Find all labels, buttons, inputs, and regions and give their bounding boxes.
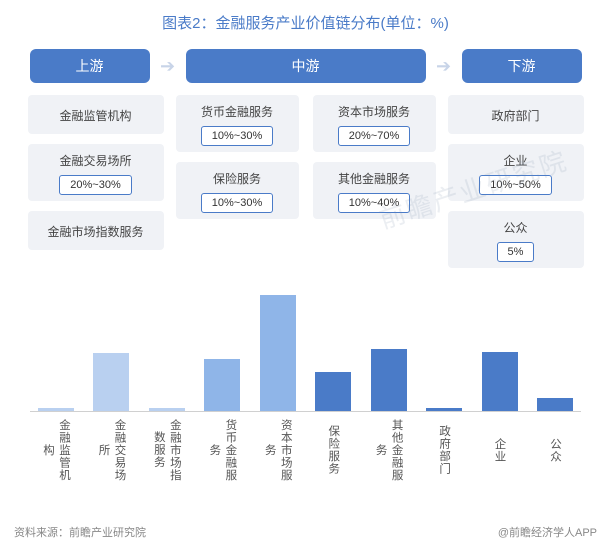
value-chain-card: 政府部门	[448, 95, 584, 134]
card-label: 金融监管机构	[34, 103, 158, 128]
card-label: 企业	[454, 152, 578, 169]
chart-category-label: 货币金融服务	[200, 416, 244, 484]
banner-midstream: 中游	[186, 49, 426, 83]
value-chain-card: 企业 10%~50%	[448, 144, 584, 201]
columns-container: 金融监管机构金融交易场所 20%~30% 金融市场指数服务 货币金融服务 10%~30…	[0, 95, 611, 268]
banner-row: 上游 ➔ 中游 ➔ 下游	[0, 49, 611, 83]
footer-source: 资料来源：前瞻产业研究院	[14, 524, 146, 540]
chart-category-label: 政府部门	[422, 416, 466, 484]
card-label: 公众	[454, 219, 578, 236]
midstream-column: 货币金融服务 10%~30% 资本市场服务 20%~70% 保险服务 10%~30% 其他金…	[176, 95, 436, 268]
chart-category-label: 金融市场指数服务	[145, 416, 189, 484]
chart-category-label: 其他金融服务	[367, 416, 411, 484]
value-chain-card: 其他金融服务 10%~40%	[313, 162, 436, 219]
chart-category-label: 金融交易场所	[89, 416, 133, 484]
chart-bar	[149, 408, 185, 411]
percent-pill: 10%~50%	[479, 175, 551, 195]
value-chain-card: 公众 5%	[448, 211, 584, 268]
percent-pill: 10%~30%	[201, 126, 273, 146]
chart-bar	[426, 408, 462, 411]
bar-chart: 金融监管机构金融交易场所金融市场指数服务货币金融服务资本市场服务保险服务其他金融…	[30, 282, 581, 482]
chart-bar	[204, 359, 240, 411]
upstream-column: 金融监管机构金融交易场所 20%~30% 金融市场指数服务	[28, 95, 164, 268]
percent-pill: 20%~30%	[59, 175, 131, 195]
chart-category-label: 公众	[533, 416, 577, 484]
bar-slot	[367, 282, 411, 411]
chart-title: 图表2：金融服务产业价值链分布(单位：%)	[0, 0, 611, 49]
chart-bar	[260, 295, 296, 411]
chart-bar	[315, 372, 351, 411]
card-label: 货币金融服务	[182, 103, 293, 120]
card-label: 政府部门	[454, 103, 578, 128]
footer-credit: @前瞻经济学人APP	[498, 524, 597, 540]
bar-slot	[89, 282, 133, 411]
bar-slot	[533, 282, 577, 411]
chart-category-label: 资本市场服务	[256, 416, 300, 484]
banner-upstream: 上游	[30, 49, 150, 83]
chart-category-label: 金融监管机构	[34, 416, 78, 484]
chart-category-label: 保险服务	[311, 416, 355, 484]
bar-slot	[311, 282, 355, 411]
downstream-column: 政府部门企业 10%~50% 公众 5%	[448, 95, 584, 268]
value-chain-card: 货币金融服务 10%~30%	[176, 95, 299, 152]
value-chain-card: 保险服务 10%~30%	[176, 162, 299, 219]
bar-slot	[478, 282, 522, 411]
midstream-row: 货币金融服务 10%~30% 资本市场服务 20%~70%	[176, 95, 436, 152]
bar-slot	[200, 282, 244, 411]
banner-downstream: 下游	[462, 49, 582, 83]
arrow-icon: ➔	[434, 56, 454, 77]
card-label: 保险服务	[182, 170, 293, 187]
card-label: 金融交易场所	[34, 152, 158, 169]
chart-bar	[371, 349, 407, 411]
bar-slot	[34, 282, 78, 411]
card-label: 其他金融服务	[319, 170, 430, 187]
percent-pill: 10%~30%	[201, 193, 273, 213]
chart-category-label: 企业	[478, 416, 522, 484]
chart-bar	[38, 408, 74, 411]
value-chain-card: 金融交易场所 20%~30%	[28, 144, 164, 201]
chart-bar	[93, 353, 129, 411]
midstream-row: 保险服务 10%~30% 其他金融服务 10%~40%	[176, 162, 436, 219]
arrow-icon: ➔	[158, 56, 178, 77]
percent-pill: 5%	[497, 242, 535, 262]
chart-bars	[30, 282, 581, 412]
value-chain-card: 金融监管机构	[28, 95, 164, 134]
chart-bar	[482, 352, 518, 411]
percent-pill: 20%~70%	[338, 126, 410, 146]
footer: 资料来源：前瞻产业研究院 @前瞻经济学人APP	[14, 524, 597, 540]
card-label: 资本市场服务	[319, 103, 430, 120]
value-chain-card: 资本市场服务 20%~70%	[313, 95, 436, 152]
card-label: 金融市场指数服务	[34, 219, 158, 244]
chart-labels: 金融监管机构金融交易场所金融市场指数服务货币金融服务资本市场服务保险服务其他金融…	[30, 412, 581, 484]
bar-slot	[256, 282, 300, 411]
chart-bar	[537, 398, 573, 411]
bar-slot	[145, 282, 189, 411]
percent-pill: 10%~40%	[338, 193, 410, 213]
value-chain-card: 金融市场指数服务	[28, 211, 164, 250]
bar-slot	[422, 282, 466, 411]
